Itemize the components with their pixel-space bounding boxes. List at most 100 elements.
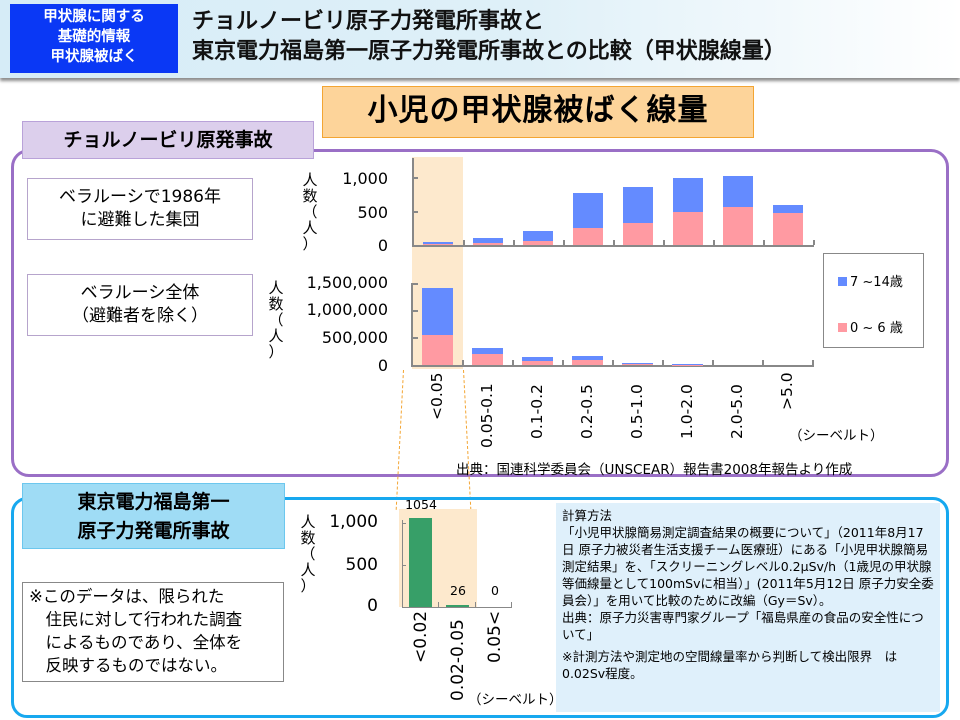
bar-segment: [523, 240, 553, 245]
x-label: 0.05<: [485, 610, 505, 663]
fukushima-section-frame: [11, 497, 949, 718]
title-line: チョルノービリ原子力発電所事故と: [192, 9, 545, 34]
bar: [409, 518, 432, 607]
bar-segment: [621, 363, 653, 364]
x-tick-mark: [812, 360, 814, 365]
x-label: 0.2-0.5: [578, 383, 596, 439]
x-tick-mark: [763, 240, 765, 245]
calc-source: 出典：原子力災害専門家グループ「福島県産の食品の安全性について」: [562, 610, 924, 642]
page-title: チョルノービリ原子力発電所事故と 東京電力福島第一原子力発電所事故との比較（甲状…: [192, 7, 786, 67]
bar-segment: [573, 227, 603, 245]
bar-segment: [421, 288, 453, 335]
x-label: <0.02: [411, 610, 431, 663]
y-tick: 500,000: [321, 328, 388, 347]
legend-item-7-14: 7 ~14歳: [838, 271, 903, 290]
x-tick-mark: [612, 360, 614, 365]
bottom-chart-ylabel: 人 数 （ 人 ）: [268, 280, 284, 360]
x-label: <0.05: [428, 372, 446, 420]
value-label: 0: [491, 583, 499, 598]
y-tick-mark: [402, 565, 406, 566]
x-tick-mark: [813, 240, 815, 245]
chernobyl-section-label: チョルノービリ原発事故: [22, 121, 314, 159]
y-tick-mark: [413, 177, 418, 179]
category-badge: 甲状腺に関する 基礎的情報 甲状腺被ばく: [10, 4, 178, 73]
bar-segment: [723, 207, 753, 245]
x-tick-mark: [462, 360, 464, 365]
bar-segment: [623, 223, 653, 245]
legend-swatch-pink: [838, 323, 847, 332]
y-tick-mark: [413, 211, 418, 213]
bar-segment: [423, 242, 453, 245]
bar-segment: [773, 205, 803, 214]
x-label: 0.5-1.0: [628, 383, 646, 439]
bar-segment: [673, 212, 703, 245]
ylabel-char: 人: [300, 513, 316, 531]
fukushima-chart-ylabel: 人 数 （ 人 ）: [300, 514, 316, 594]
x-label: 2.0-5.0: [728, 383, 746, 439]
bar-segment: [623, 186, 653, 224]
bar-segment: [421, 334, 453, 365]
bottom-chart-x-axis: [411, 365, 814, 367]
value-label: 1054: [405, 497, 437, 512]
unit-label: （シーベルト）: [468, 692, 563, 708]
legend-item-0-6: 0 ~ 6 歳: [838, 317, 903, 336]
x-tick-mark: [613, 240, 615, 245]
bar-segment: [473, 242, 503, 245]
bar-segment: [471, 347, 503, 354]
bar-segment: [521, 360, 553, 365]
x-tick-mark: [762, 360, 764, 365]
bar-segment: [621, 363, 653, 365]
x-label: 0.02-0.05: [448, 618, 468, 701]
bar-segment: [571, 355, 603, 360]
x-label: 1.0-2.0: [678, 383, 696, 439]
x-label: 0.05-0.1: [478, 383, 496, 448]
calc-heading: 計算方法: [562, 508, 613, 523]
y-tick: 1,500,000: [306, 273, 388, 292]
bar-segment: [573, 193, 603, 228]
ylabel-char: （: [300, 545, 316, 563]
ylabel-char: 人: [302, 171, 318, 189]
x-tick-mark: [463, 240, 465, 245]
x-tick-mark: [663, 240, 665, 245]
caption-line: （避難者を除く）: [72, 306, 208, 326]
title-line: 東京電力福島第一原子力発電所事故との比較（甲状腺線量）: [192, 39, 786, 64]
ylabel-char: 数: [302, 187, 318, 205]
ylabel-char: （: [268, 311, 284, 329]
y-tick: 500: [357, 203, 388, 222]
main-title: 小児の甲状腺被ばく線量: [322, 86, 754, 138]
fukushima-section-label: 東京電力福島第一 原子力発電所事故: [22, 483, 285, 549]
x-tick-mark: [475, 602, 476, 607]
top-chart-ylabel: 人 数 （ 人 ）: [302, 172, 318, 252]
ylabel-char: 数: [268, 295, 284, 313]
caption-belarus-total: ベラルーシ全体 （避難者を除く）: [27, 274, 253, 336]
y-tick-mark: [402, 523, 406, 524]
x-tick-mark: [512, 360, 514, 365]
y-tick: 0: [377, 356, 388, 375]
fukushima-x-axis: [402, 607, 512, 608]
caption-line: ベラルーシで1986年: [59, 187, 221, 207]
chart-legend: 7 ~14歳 0 ~ 6 歳: [823, 253, 924, 348]
x-tick-mark: [438, 602, 439, 607]
y-tick: 0: [377, 236, 388, 255]
bar-segment: [523, 230, 553, 241]
ylabel-char: 人: [268, 279, 284, 297]
bar-segment: [723, 175, 753, 208]
badge-line: 基礎的情報: [57, 29, 131, 45]
ylabel-char: ）: [268, 343, 284, 361]
y-tick-mark: [411, 283, 418, 285]
y-tick: 1,000: [329, 512, 378, 532]
x-tick-mark: [513, 240, 515, 245]
x-label: >5.0: [778, 372, 796, 410]
ylabel-char: ）: [302, 235, 318, 253]
value-label: 26: [450, 583, 466, 598]
calc-body: 「小児甲状腺簡易測定調査結果の概要について」（2011年8月17日 原子力被災者…: [562, 525, 934, 608]
y-tick-mark: [412, 337, 418, 339]
ylabel-char: 人: [300, 561, 316, 579]
fukushima-y-axis: [402, 520, 403, 607]
y-tick: 1,000: [342, 169, 388, 188]
y-tick: 0: [367, 596, 378, 616]
ylabel-char: 数: [300, 529, 316, 547]
badge-line: 甲状腺に関する: [43, 9, 145, 25]
bar-segment: [673, 178, 703, 213]
calc-footnote: ※計測方法や測定地の空間線量率から判断して検出限界 は0.02Sv程度。: [562, 649, 898, 681]
